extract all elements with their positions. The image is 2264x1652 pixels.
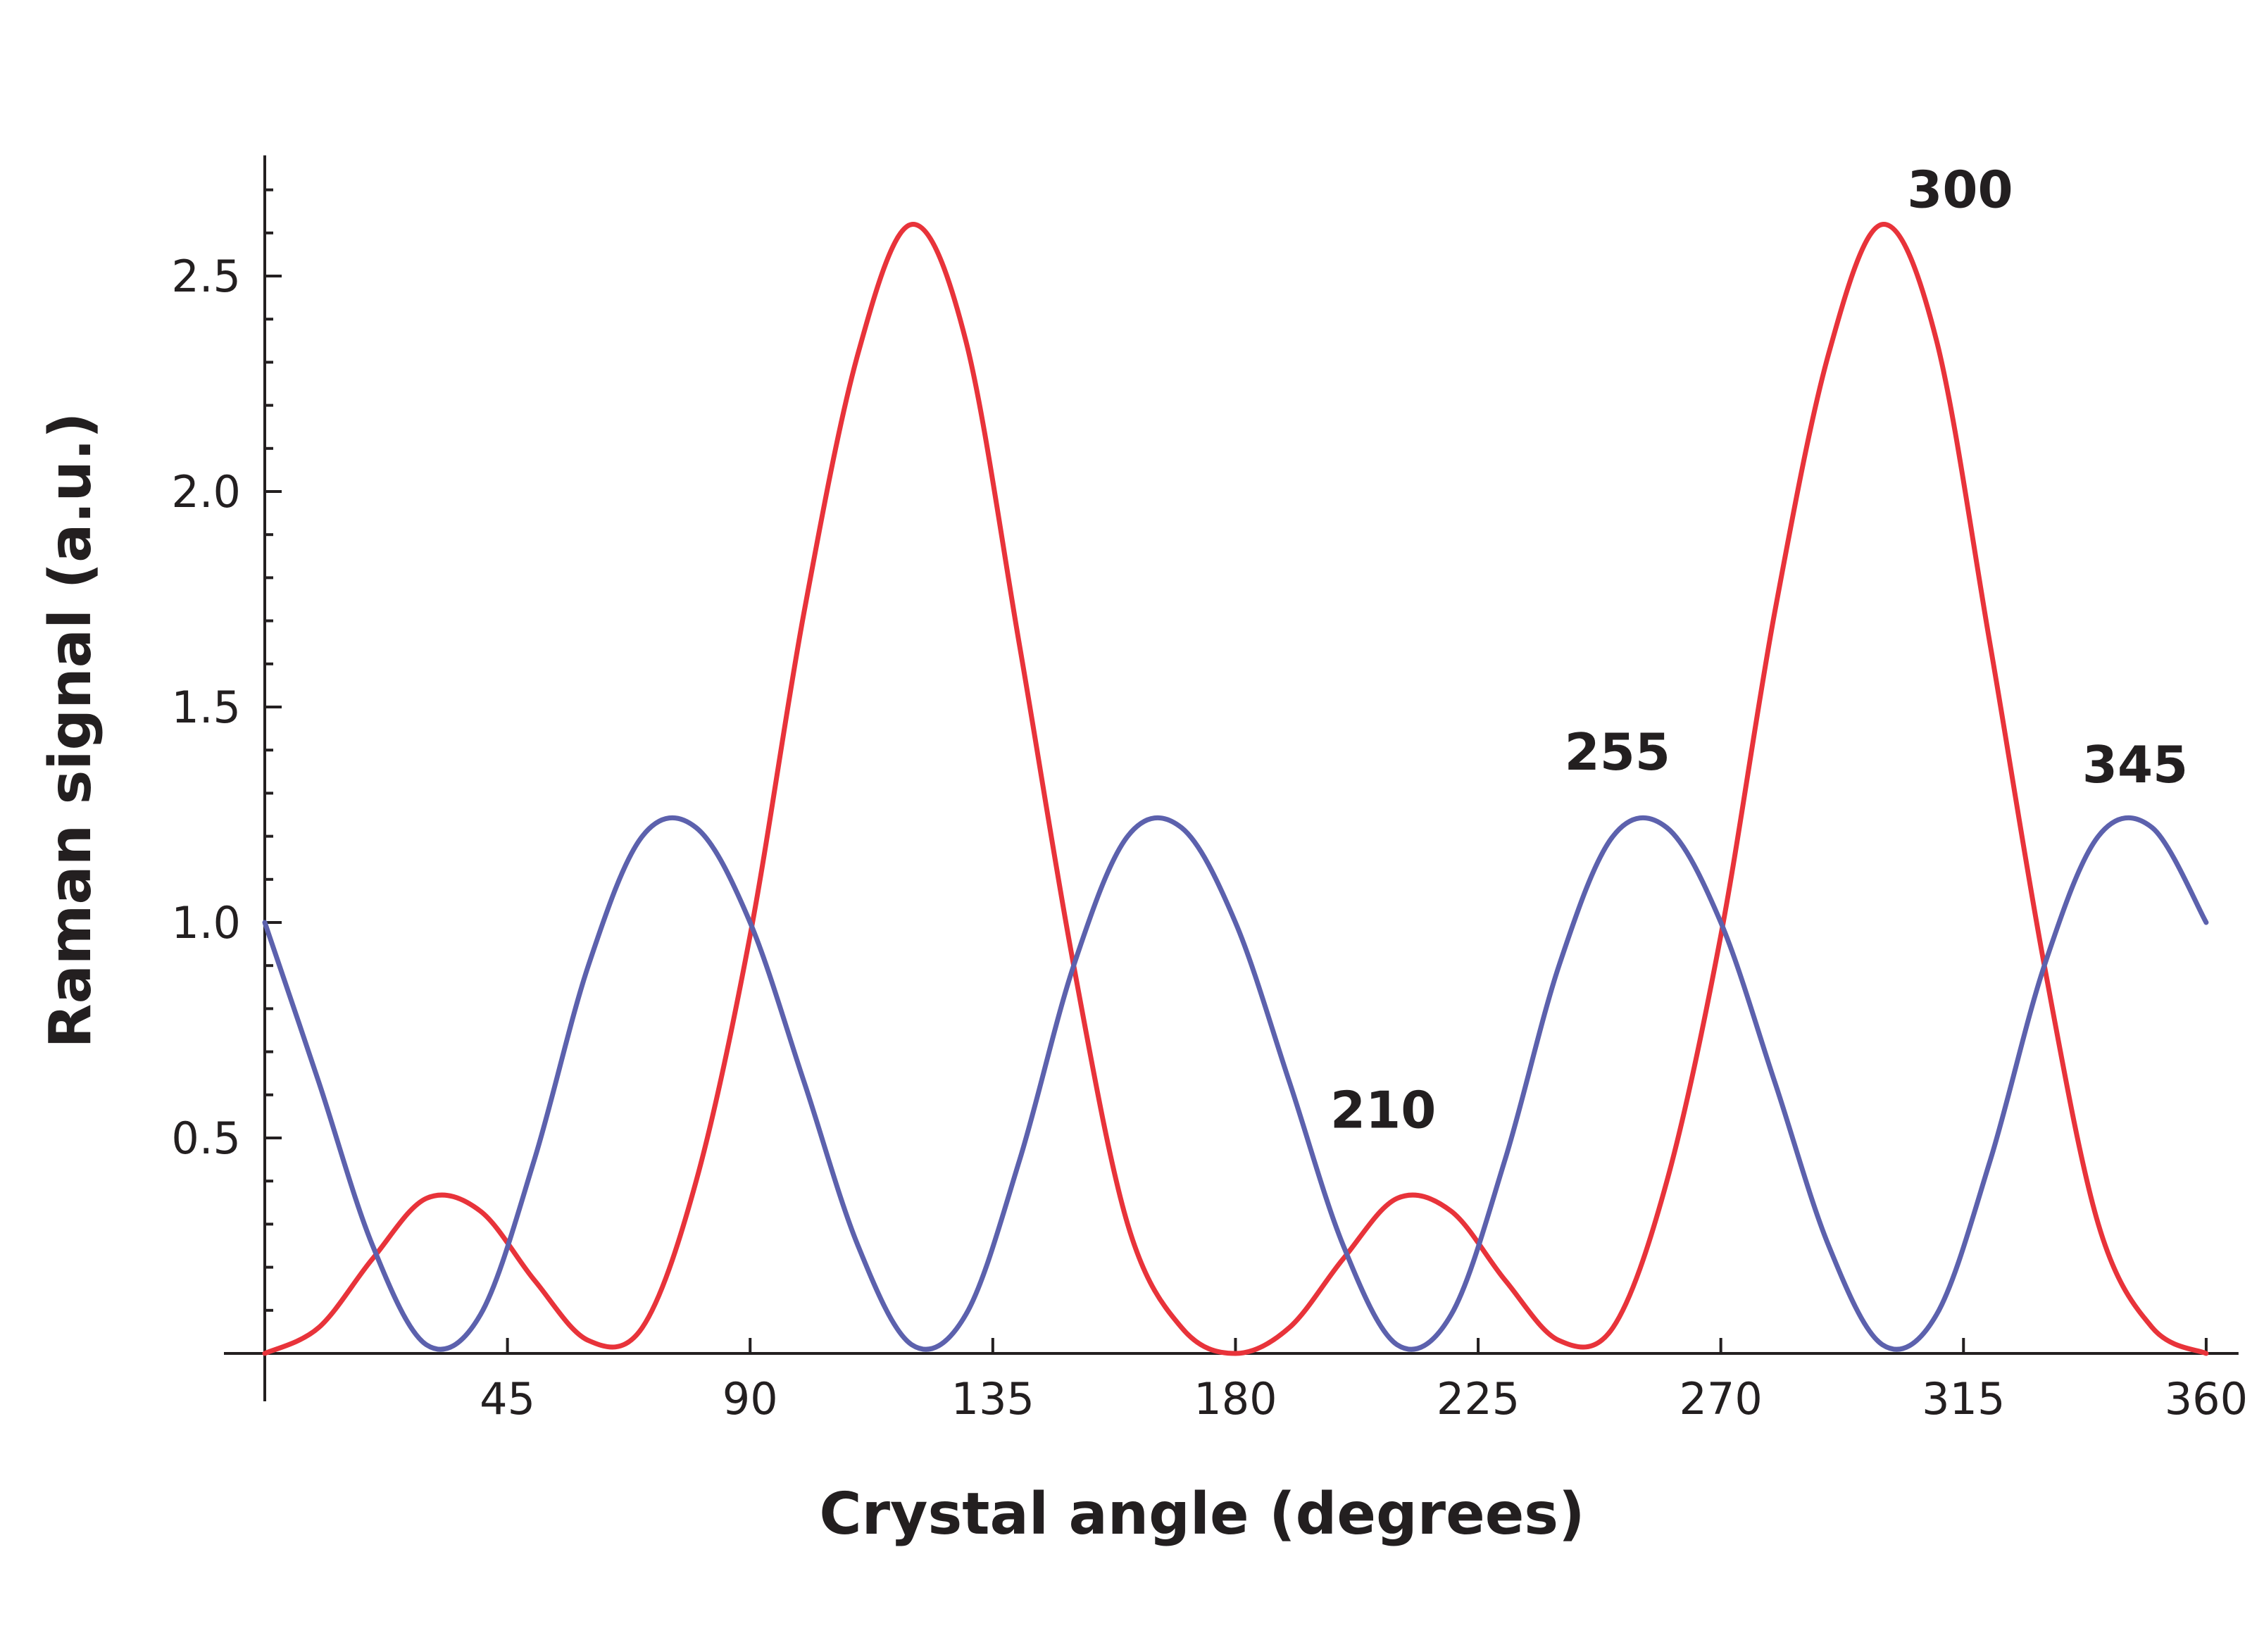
series-2-line <box>262 815 2209 1352</box>
series-1-line <box>262 222 2209 1356</box>
x-tick-label: 270 <box>1679 1373 1762 1425</box>
peak-annotation: 300 <box>1907 161 2013 220</box>
y-tick-label: 0.5 <box>171 1113 241 1164</box>
x-ticks: 45 90 135 180 225 270 315 360 <box>480 1338 2248 1425</box>
peak-annotation: 210 <box>1330 1080 1436 1139</box>
y-tick-label: 2.5 <box>171 251 241 302</box>
y-tick-label: 1.5 <box>171 682 241 733</box>
x-tick-label: 90 <box>723 1373 778 1425</box>
x-tick-label: 225 <box>1437 1373 1520 1425</box>
series-layer <box>262 222 2209 1356</box>
annotation-layer: 210 255 300 345 <box>1330 161 2188 1140</box>
x-tick-label: 360 <box>2165 1373 2248 1425</box>
x-tick-label: 45 <box>480 1373 535 1425</box>
y-ticks: 0.5 1.0 1.5 2.0 2.5 <box>171 251 282 1164</box>
y-axis-title: Raman signal (a.u.) <box>37 412 104 1048</box>
x-axis-title: Crystal angle (degrees) <box>819 1481 1584 1548</box>
peak-annotation: 255 <box>1565 722 1670 782</box>
peak-annotation: 345 <box>2082 735 2188 794</box>
x-tick-label: 315 <box>1922 1373 2005 1425</box>
y-tick-label: 2.0 <box>171 466 241 518</box>
y-tick-label: 1.0 <box>171 897 241 949</box>
x-tick-label: 135 <box>951 1373 1034 1425</box>
x-tick-label: 180 <box>1194 1373 1277 1425</box>
